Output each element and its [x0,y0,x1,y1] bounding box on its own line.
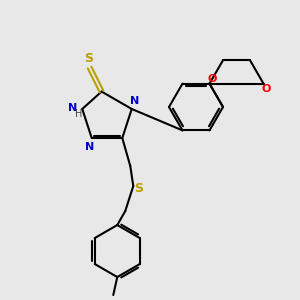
Text: N: N [85,142,94,152]
Text: S: S [134,182,143,194]
Text: S: S [84,52,93,65]
Text: N: N [130,96,140,106]
Text: H: H [75,109,82,119]
Text: N: N [68,103,77,113]
Text: O: O [208,74,217,84]
Text: O: O [262,84,271,94]
